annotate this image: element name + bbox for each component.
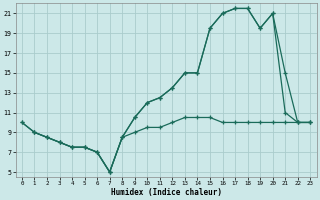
X-axis label: Humidex (Indice chaleur): Humidex (Indice chaleur) (111, 188, 221, 197)
